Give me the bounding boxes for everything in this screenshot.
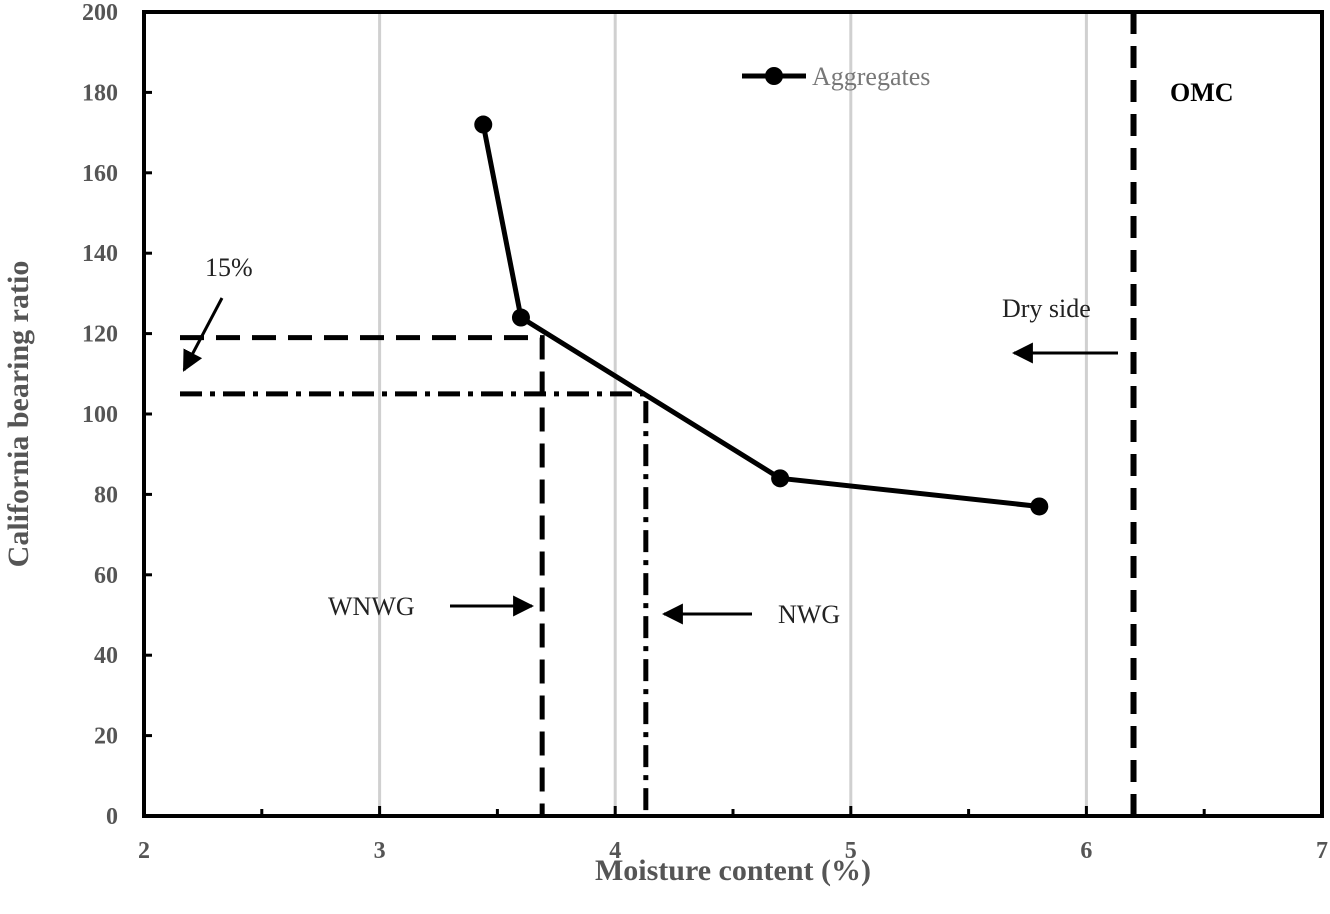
dry-side-label: Dry side — [1002, 294, 1091, 323]
wnwg-label: WNWG — [328, 592, 415, 621]
y-tick-label-160: 160 — [82, 161, 118, 187]
x-tick-label-5: 5 — [845, 838, 857, 864]
y-axis-tick-labels: 0 20 40 60 80 100 120 140 160 180 200 — [82, 0, 118, 830]
legend: Aggregates — [742, 62, 930, 91]
legend-label-aggregates: Aggregates — [812, 62, 930, 91]
reference-lines — [180, 12, 1137, 816]
nwg-label: NWG — [778, 600, 840, 629]
omc-label: OMC — [1170, 78, 1234, 107]
y-tick-label-80: 80 — [94, 482, 118, 508]
wnwg-line — [180, 335, 545, 816]
data-point-1 — [511, 308, 530, 327]
data-point-0 — [474, 115, 493, 134]
plot-area-frame — [142, 10, 1324, 818]
y-tick-label-200: 200 — [82, 0, 118, 26]
x-tick-label-3: 3 — [374, 838, 386, 864]
nwg-line — [180, 391, 649, 816]
y-tick-label-120: 120 — [82, 322, 118, 348]
series-line-aggregates — [480, 124, 1040, 509]
legend-marker-aggregates — [765, 67, 783, 85]
x-axis-tick-labels: 2 3 4 5 6 7 — [138, 838, 1328, 864]
y-tick-label-180: 180 — [82, 80, 118, 106]
x-tick-label-6: 6 — [1080, 838, 1092, 864]
series-aggregates — [474, 115, 1049, 516]
x-tick-label-7: 7 — [1316, 838, 1328, 864]
gridlines — [378, 12, 1088, 816]
y-tick-label-60: 60 — [94, 563, 118, 589]
y-tick-label-40: 40 — [94, 643, 118, 669]
data-point-2 — [771, 469, 790, 488]
x-tick-label-2: 2 — [138, 838, 150, 864]
fifteen-percent-arrow — [182, 297, 224, 372]
y-axis-title: California bearing ratio — [2, 261, 35, 568]
data-point-3 — [1030, 497, 1049, 516]
x-tick-label-4: 4 — [609, 838, 621, 864]
fifteen-percent-label: 15% — [205, 253, 253, 282]
y-tick-label-20: 20 — [94, 724, 118, 750]
annotations: OMC Dry side WNWG NWG 15% — [182, 78, 1234, 629]
y-tick-label-0: 0 — [106, 804, 118, 830]
y-tick-label-100: 100 — [82, 402, 118, 428]
minor-ticks — [142, 10, 1324, 818]
x-axis-title: Moisture content (%) — [595, 854, 871, 887]
y-tick-label-140: 140 — [82, 241, 118, 267]
